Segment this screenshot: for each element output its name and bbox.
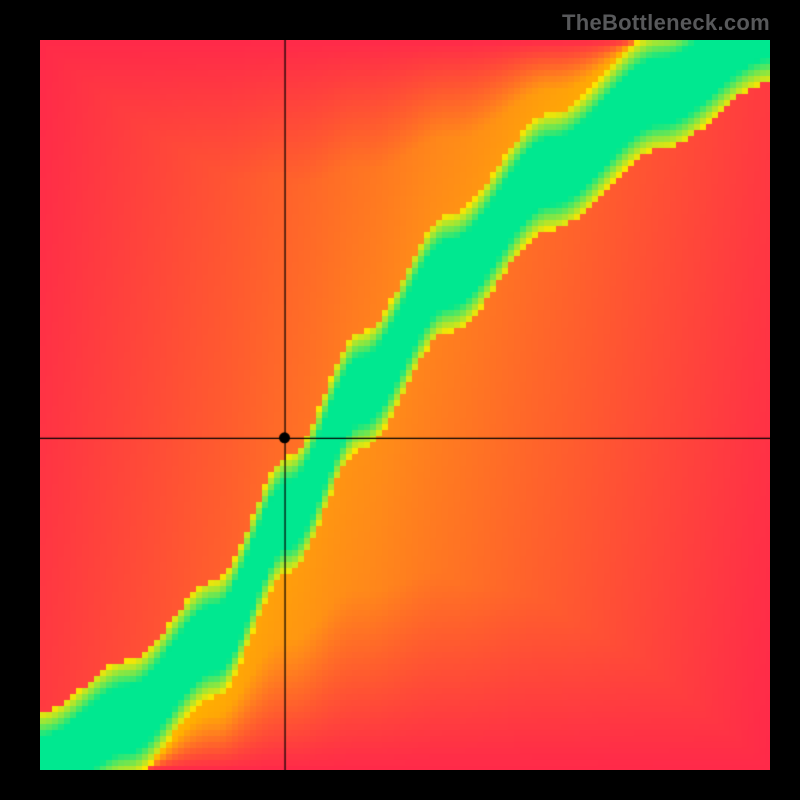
watermark-text: TheBottleneck.com <box>562 10 770 36</box>
bottleneck-heatmap <box>40 40 770 770</box>
